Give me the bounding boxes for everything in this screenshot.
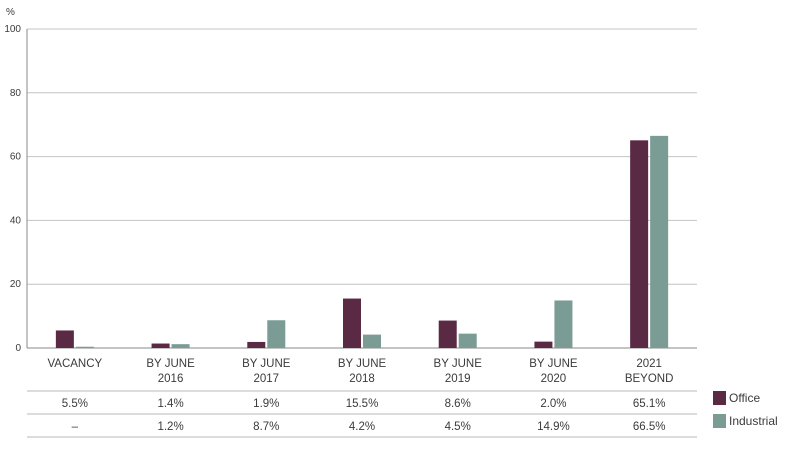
- y-tick-label: 100: [4, 24, 21, 35]
- bar-office-3: [343, 298, 361, 348]
- data-label-office: 8.6%: [445, 398, 471, 410]
- category-labels: VACANCY BY JUNE 2016 BY JUNE 2017 BY JUNE 2018…: [47, 358, 673, 385]
- bar-office-4: [438, 320, 457, 348]
- legend-label-office: Office: [729, 391, 760, 405]
- category-label: BY JUNE: [529, 358, 578, 370]
- category-label: VACANCY: [47, 358, 102, 370]
- y-tick-label: 80: [10, 88, 22, 99]
- category-label: 2019: [445, 373, 471, 385]
- data-label-industrial: 4.5%: [445, 421, 471, 433]
- bar-industrial-3: [363, 334, 381, 348]
- data-label-office: 1.4%: [157, 398, 183, 410]
- bars: [55, 135, 669, 348]
- data-label-office: 15.5%: [346, 398, 379, 410]
- bar-office-0: [55, 330, 74, 348]
- category-label: 2016: [158, 373, 184, 385]
- bar-industrial-2: [267, 320, 286, 348]
- bar-industrial-4: [458, 333, 477, 348]
- data-label-office: 65.1%: [633, 398, 666, 410]
- bar-industrial-0: [75, 346, 94, 348]
- category-label: 2021: [636, 358, 662, 370]
- data-label-industrial: 66.5%: [633, 421, 666, 433]
- data-label-office: 5.5%: [62, 398, 88, 410]
- data-label-office: 2.0%: [540, 398, 566, 410]
- bar-industrial-6: [650, 135, 669, 348]
- category-label: BY JUNE: [146, 358, 195, 370]
- category-label: 2017: [253, 373, 279, 385]
- bar-office-1: [151, 343, 170, 348]
- axes: % 0 20 40 60 80 100: [4, 7, 697, 354]
- bar-industrial-1: [171, 344, 190, 348]
- data-table: 5.5% 1.4% 1.9% 15.5% 8.6% 2.0% 65.1% – 1.2% 8.7% 4…: [27, 390, 697, 438]
- category-label: 2018: [349, 373, 375, 385]
- y-tick-label: 60: [10, 152, 22, 163]
- category-label: BY JUNE: [242, 358, 291, 370]
- data-label-industrial: 4.2%: [349, 421, 375, 433]
- legend-label-industrial: Industrial: [729, 414, 778, 428]
- bar-industrial-5: [554, 300, 573, 348]
- category-label: 2020: [541, 373, 567, 385]
- data-label-industrial: 1.2%: [157, 421, 183, 433]
- data-label-industrial: 14.9%: [537, 421, 570, 433]
- y-tick-label: 0: [15, 343, 21, 354]
- bar-office-5: [534, 341, 553, 348]
- legend: Office Industrial: [713, 391, 778, 428]
- data-label-industrial: 8.7%: [253, 421, 279, 433]
- gridlines: [27, 28, 697, 285]
- y-axis-unit-label: %: [6, 7, 15, 18]
- data-label-office: 1.9%: [253, 398, 279, 410]
- y-tick-label: 20: [10, 279, 22, 290]
- legend-swatch-industrial: [713, 414, 726, 428]
- category-label: BY JUNE: [338, 358, 387, 370]
- category-label: BY JUNE: [434, 358, 483, 370]
- category-label: BEYOND: [625, 373, 674, 385]
- bar-office-6: [630, 140, 649, 348]
- legend-swatch-office: [713, 391, 726, 405]
- data-label-industrial: –: [72, 421, 79, 433]
- y-tick-label: 40: [10, 215, 22, 226]
- bar-office-2: [247, 341, 266, 348]
